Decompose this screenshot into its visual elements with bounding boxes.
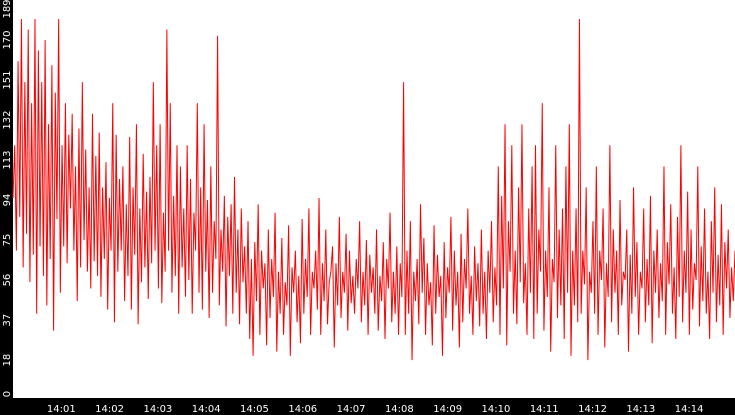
series-line: [12, 18, 735, 361]
x-tick-label: 14:11: [530, 404, 559, 415]
x-tick-label: 14:09: [433, 404, 462, 415]
x-tick-label: 14:08: [385, 404, 414, 415]
x-tick-label: 14:02: [95, 404, 124, 415]
x-tick-label: 14:14: [675, 404, 704, 415]
plot-area: [13, 0, 735, 398]
y-tick-label: 56: [2, 274, 13, 287]
y-tick-label: 170: [2, 30, 13, 49]
x-axis: 14:01 14:02 14:03 14:04 14:05 14:06 14:07 14:08…: [47, 404, 704, 415]
y-tick-label: 75: [2, 234, 13, 247]
y-tick-label: 151: [2, 70, 13, 89]
x-tick-label: 14:01: [47, 404, 76, 415]
x-tick-label: 14:12: [578, 404, 607, 415]
series-layer: [12, 18, 735, 361]
x-tick-label: 14:04: [192, 404, 221, 415]
x-tick-label: 14:10: [482, 404, 511, 415]
x-tick-label: 14:06: [288, 404, 317, 415]
y-tick-label: 189: [2, 0, 13, 19]
x-tick-label: 14:05: [240, 404, 269, 415]
y-tick-label: 94: [2, 194, 13, 207]
y-tick-label: 132: [2, 110, 13, 129]
y-tick-label: 18: [2, 354, 13, 367]
y-tick-label: 0: [2, 391, 13, 397]
y-axis: 0 18 37 56 75 94 113 132 151 170 189: [2, 0, 13, 397]
x-tick-label: 14:07: [337, 404, 366, 415]
x-tick-label: 14:03: [143, 404, 172, 415]
y-tick-label: 113: [2, 150, 13, 169]
y-tick-label: 37: [2, 314, 13, 327]
x-tick-label: 14:13: [626, 404, 655, 415]
